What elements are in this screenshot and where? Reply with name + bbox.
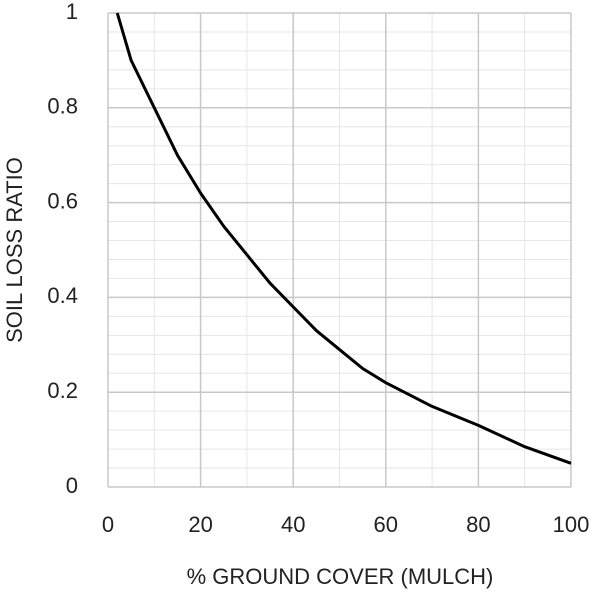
y-tick-label: 0.8 xyxy=(47,94,78,119)
x-tick-label: 100 xyxy=(553,512,590,537)
x-axis-label: % GROUND COVER (MULCH) xyxy=(187,564,494,589)
y-tick-label: 0.4 xyxy=(47,283,78,308)
y-tick-label: 0.2 xyxy=(47,378,78,403)
x-tick-label: 80 xyxy=(466,512,490,537)
y-tick-label: 0.6 xyxy=(47,188,78,213)
y-tick-label: 1 xyxy=(66,0,78,24)
x-tick-label: 40 xyxy=(281,512,305,537)
x-tick-label: 0 xyxy=(102,512,114,537)
y-tick-label: 0 xyxy=(66,473,78,498)
x-tick-label: 60 xyxy=(374,512,398,537)
x-tick-label: 20 xyxy=(188,512,212,537)
data-line xyxy=(115,12,572,465)
y-axis-label: SOIL LOSS RATIO xyxy=(2,157,27,343)
